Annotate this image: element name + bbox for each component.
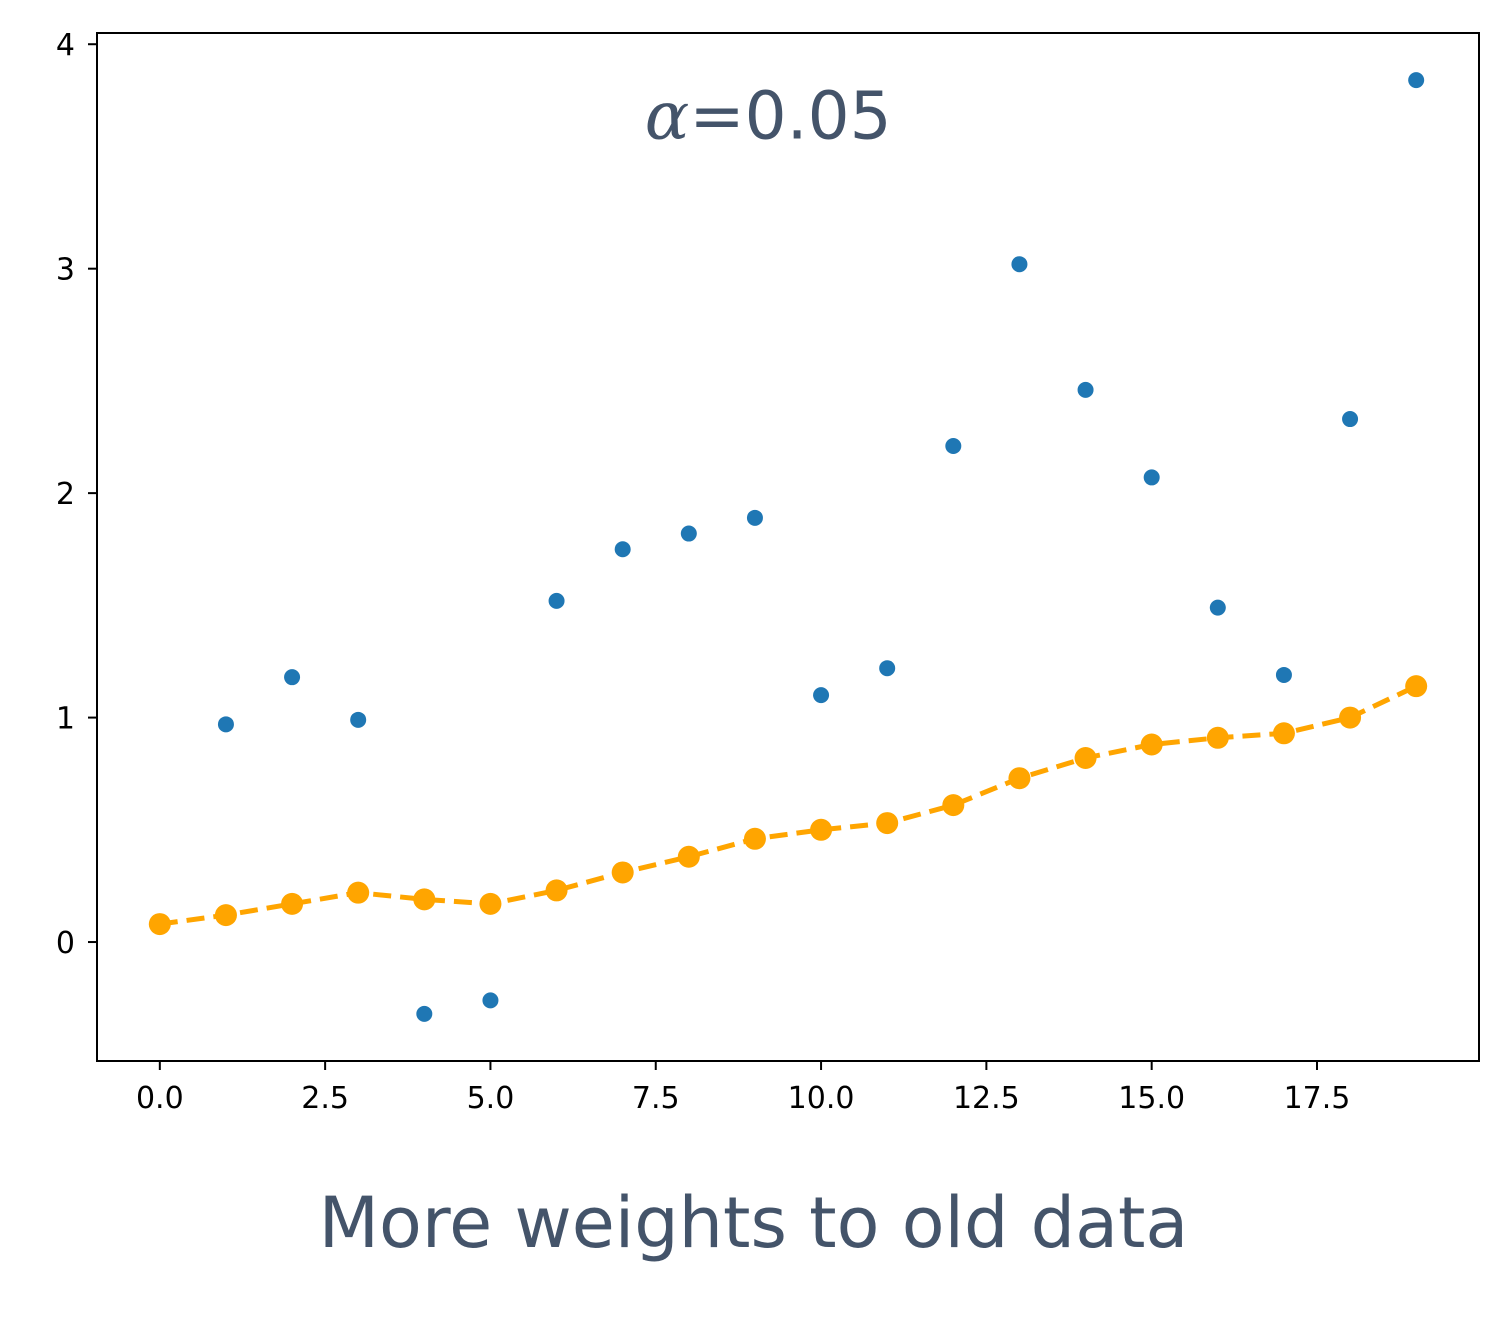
x-tick-label: 5.0 — [467, 1081, 515, 1116]
x-tick-label: 17.5 — [1284, 1081, 1351, 1116]
raw-point — [350, 711, 367, 728]
raw-point — [1077, 381, 1094, 398]
raw-point — [482, 992, 499, 1009]
raw-point — [1209, 599, 1226, 616]
smoothed-point — [677, 845, 700, 868]
x-tick-label: 2.5 — [301, 1081, 349, 1116]
smoothed-point — [1339, 706, 1362, 729]
smoothed-point — [479, 892, 502, 915]
raw-point — [1408, 72, 1425, 89]
raw-point — [1011, 256, 1028, 273]
smoothed-point — [743, 827, 766, 850]
smoothed-point — [1140, 733, 1163, 756]
x-tick-label: 0.0 — [136, 1081, 184, 1116]
smoothed-point — [214, 904, 237, 927]
x-tick-label: 15.0 — [1118, 1081, 1185, 1116]
x-axis: 0.0 2.5 5.0 7.5 10.0 12.5 15.0 17.5 — [136, 1061, 1350, 1116]
raw-point — [614, 541, 631, 558]
alpha-annotation: α=0.05 — [645, 77, 892, 154]
smoothed-point — [1405, 675, 1428, 698]
raw-point — [945, 437, 962, 454]
raw-point — [746, 509, 763, 526]
y-tick-label: 3 — [56, 253, 75, 288]
y-tick-label: 2 — [56, 477, 75, 512]
smoothed-point — [876, 812, 899, 835]
y-axis: 0 1 2 3 4 — [56, 28, 97, 961]
y-tick-label: 4 — [56, 28, 75, 63]
x-tick-label: 7.5 — [632, 1081, 680, 1116]
alpha-symbol: α — [645, 77, 690, 154]
plot-frame — [96, 32, 1480, 1062]
raw-point — [879, 660, 896, 677]
chart-caption: More weights to old data — [318, 1182, 1189, 1264]
smoothed-point — [347, 881, 370, 904]
smoothed-point — [810, 818, 833, 841]
smoothed-point — [1206, 726, 1229, 749]
smoothed-point — [1272, 722, 1295, 745]
x-tick-label: 10.0 — [788, 1081, 855, 1116]
raw-point — [813, 687, 830, 704]
y-tick-label: 0 — [56, 926, 75, 961]
chart: 0.0 2.5 5.0 7.5 10.0 12.5 15.0 17.5 0 1 2 3 4 α=0.0… — [56, 28, 1480, 1116]
smoothed-point — [413, 888, 436, 911]
raw-point — [1143, 469, 1160, 486]
raw-point — [1342, 411, 1359, 428]
smoothed-point — [148, 913, 171, 936]
smoothed-point — [545, 879, 568, 902]
smoothed-point — [611, 861, 634, 884]
x-tick-label: 12.5 — [953, 1081, 1020, 1116]
raw-series — [217, 72, 1425, 1022]
y-tick-label: 1 — [56, 702, 75, 737]
raw-point — [284, 669, 301, 686]
smoothed-point — [1008, 767, 1031, 790]
alpha-value: =0.05 — [689, 77, 891, 154]
raw-point — [548, 592, 565, 609]
raw-point — [416, 1005, 433, 1022]
smoothed-series — [148, 675, 1428, 936]
smoothed-point — [1074, 746, 1097, 769]
smoothed-point — [281, 892, 304, 915]
raw-point — [680, 525, 697, 542]
smoothed-point — [942, 794, 965, 817]
raw-point — [1275, 666, 1292, 683]
raw-point — [217, 716, 234, 733]
